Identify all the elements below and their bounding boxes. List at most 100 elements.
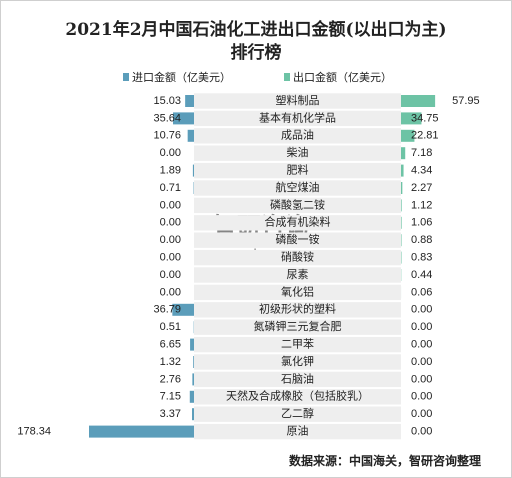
- bar: [401, 182, 403, 194]
- bar: [401, 112, 422, 125]
- bar: [189, 390, 194, 403]
- value-label: 7.15: [160, 391, 181, 403]
- value-label: 2.76: [160, 373, 181, 385]
- row-band: [194, 284, 401, 301]
- value-label: 0.00: [160, 252, 181, 264]
- bar: [401, 199, 402, 212]
- bar: [192, 408, 194, 421]
- value-label: 0.00: [160, 199, 181, 211]
- category-label: 基本有机化学品: [259, 110, 336, 124]
- bar: [172, 303, 194, 316]
- bar: [401, 216, 402, 229]
- row-band: [194, 197, 401, 214]
- row-band: [194, 110, 401, 127]
- row-band: [194, 215, 401, 231]
- value-label: 10.76: [153, 130, 181, 142]
- value-label: 3.37: [160, 408, 181, 420]
- category-label: 塑料制品: [276, 93, 320, 107]
- bar: [89, 425, 194, 438]
- category-label: 肥料: [287, 163, 309, 177]
- category-label: 二甲苯: [281, 337, 314, 351]
- row-band: [194, 371, 401, 388]
- category-label: 氮磷钾三元复合肥: [254, 319, 342, 333]
- legend-label: 出口金额（亿美元）: [293, 70, 392, 84]
- value-label: 15.03: [153, 95, 181, 107]
- value-label: 1.89: [160, 165, 181, 177]
- value-label: 1.06: [411, 217, 432, 229]
- category-label: 氧化铝: [281, 284, 314, 298]
- row-band: [194, 145, 401, 161]
- value-label: 36.79: [153, 304, 181, 316]
- category-label: 柴油: [287, 145, 309, 159]
- value-label: 35.64: [153, 112, 181, 124]
- category-label: 石脑油: [281, 371, 314, 385]
- value-label: 34.75: [411, 112, 439, 124]
- value-label: 0.00: [411, 408, 432, 420]
- bar: [401, 129, 415, 142]
- bar: [401, 164, 404, 177]
- row-band: [194, 232, 401, 248]
- value-label: 178.34: [17, 426, 51, 438]
- value-label: 0.00: [411, 373, 432, 385]
- value-label: 0.00: [411, 391, 432, 403]
- value-label: 0.00: [411, 356, 432, 368]
- category-label: 磷酸一铵: [276, 232, 320, 246]
- row-band: [194, 162, 401, 179]
- bar: [193, 356, 194, 368]
- source: 数据来源：中国海关，智研咨询整理: [289, 453, 481, 468]
- legend-label: 进口金额（亿美元）: [132, 70, 231, 84]
- legend-swatch: [284, 73, 290, 81]
- category-label: 原油: [287, 424, 309, 438]
- value-label: 0.00: [411, 426, 432, 438]
- value-label: 0.71: [160, 182, 181, 194]
- row-band: [194, 406, 401, 422]
- row-band: [194, 354, 401, 370]
- value-label: 1.32: [160, 356, 181, 368]
- category-label: 硝酸铵: [281, 250, 314, 264]
- value-label: 0.00: [160, 217, 181, 229]
- category-label: 天然及合成橡胶（包括胶乳）: [226, 389, 369, 403]
- value-label: 6.65: [160, 339, 181, 351]
- value-label: 7.18: [411, 147, 432, 159]
- row-band: [194, 128, 401, 144]
- row-band: [194, 249, 401, 266]
- row-band: [194, 93, 401, 109]
- row-band: [194, 423, 401, 440]
- category-label: 初级形状的塑料: [259, 302, 336, 316]
- row-band: [194, 389, 401, 405]
- bar: [187, 129, 194, 142]
- row-band: [194, 180, 401, 196]
- bar: [192, 164, 194, 177]
- row-band: [194, 267, 401, 283]
- value-label: 0.06: [411, 286, 432, 298]
- row-band: [194, 336, 401, 353]
- value-label: 0.51: [160, 321, 181, 333]
- value-label: 0.44: [411, 269, 432, 281]
- value-label: 0.00: [160, 147, 181, 159]
- row-band: [194, 302, 401, 318]
- bar: [401, 95, 436, 107]
- category-label: 氯化钾: [281, 354, 314, 368]
- category-label: 乙二醇: [281, 406, 314, 420]
- bar: [173, 112, 194, 125]
- value-label: 4.34: [411, 165, 432, 177]
- row-band: [194, 319, 401, 335]
- value-label: 57.95: [452, 95, 480, 107]
- bar: [185, 95, 194, 107]
- value-label: 22.81: [411, 130, 439, 142]
- category-label: 航空煤油: [276, 180, 320, 194]
- legend-swatch: [123, 73, 129, 81]
- bar: [190, 338, 194, 351]
- value-label: 0.00: [160, 234, 181, 246]
- value-label: 0.88: [411, 234, 432, 246]
- category-label: 成品油: [281, 128, 314, 142]
- value-label: 2.27: [411, 182, 432, 194]
- bar: [401, 147, 406, 160]
- bar: [401, 234, 402, 247]
- bar: [192, 373, 194, 386]
- value-label: 0.00: [411, 321, 432, 333]
- value-label: 0.00: [411, 339, 432, 351]
- category-label: 尿素: [287, 268, 309, 281]
